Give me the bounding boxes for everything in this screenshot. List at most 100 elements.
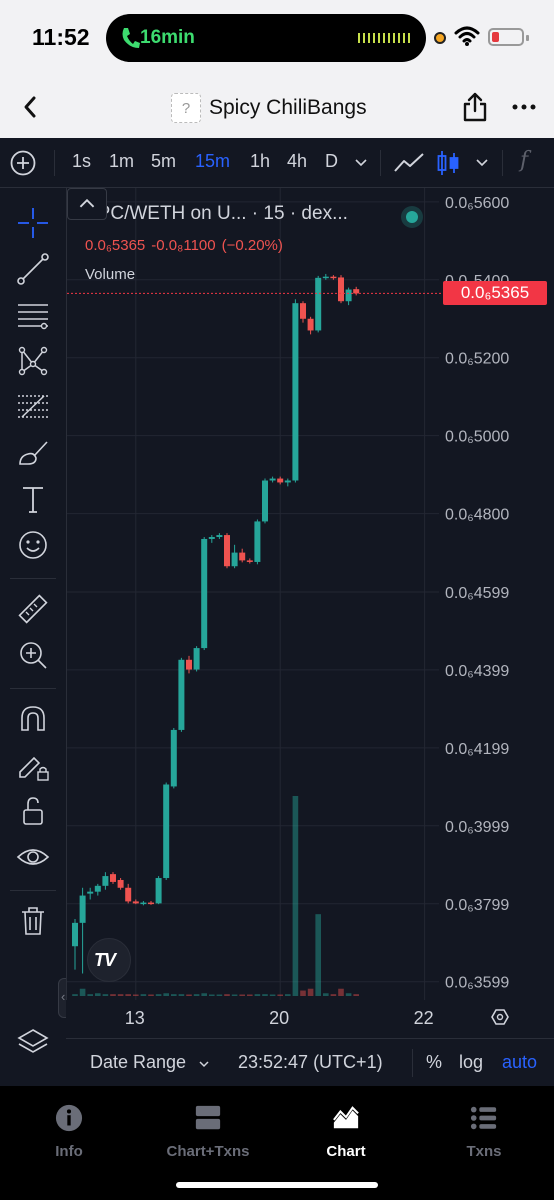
dynamic-island[interactable]: 16min bbox=[106, 14, 426, 62]
crosshair-icon[interactable] bbox=[14, 204, 52, 242]
eye-icon[interactable] bbox=[14, 838, 52, 876]
chart-settings-icon[interactable] bbox=[491, 1009, 509, 1025]
interval-1m[interactable]: 1m bbox=[109, 151, 135, 171]
date-range-button[interactable]: Date Range bbox=[90, 1052, 187, 1072]
chevron-down-icon[interactable] bbox=[354, 156, 368, 170]
candlestick-icon[interactable] bbox=[436, 149, 460, 177]
chart-legend: SPC/WETH on U... · 15 · dex... 0.0₆5365-… bbox=[85, 203, 348, 283]
volume-bar bbox=[224, 994, 230, 996]
log-scale-toggle[interactable]: log bbox=[459, 1052, 484, 1072]
percent-scale-toggle[interactable]: % bbox=[426, 1052, 443, 1072]
chevron-down-icon[interactable] bbox=[475, 156, 489, 170]
chevron-down-icon[interactable] bbox=[198, 1058, 210, 1070]
candle-body bbox=[170, 729, 177, 787]
candle-body bbox=[140, 902, 147, 905]
zoom-in-icon[interactable] bbox=[14, 636, 52, 674]
emoji-icon[interactable] bbox=[14, 526, 52, 564]
interval-1h[interactable]: 1h bbox=[250, 151, 271, 171]
y-tick-label: 0.0₆4399 bbox=[445, 663, 509, 680]
volume-bar bbox=[125, 994, 131, 996]
area-chart-icon bbox=[333, 1106, 359, 1129]
candle-body bbox=[269, 478, 276, 481]
bar-divider bbox=[412, 1049, 413, 1077]
volume-bar bbox=[330, 994, 337, 996]
toolbar-divider bbox=[380, 150, 381, 176]
tool-divider bbox=[10, 890, 56, 891]
x-tick-label: 13 bbox=[125, 1008, 145, 1028]
legend-last-price: 0.0₆5365 bbox=[85, 237, 146, 254]
toolbar-divider bbox=[54, 150, 55, 176]
interval-4h[interactable]: 4h bbox=[287, 151, 308, 171]
tab-chart-txns-label: Chart+Txns bbox=[166, 1143, 250, 1160]
fx-icon[interactable]: f bbox=[520, 148, 529, 173]
magnet-icon[interactable] bbox=[14, 700, 52, 738]
trash-icon[interactable] bbox=[14, 902, 52, 940]
candle-body bbox=[315, 277, 322, 331]
layers-icon[interactable] bbox=[14, 1024, 52, 1062]
volume-bar bbox=[254, 994, 261, 996]
tab-info[interactable]: Info bbox=[44, 1104, 94, 1164]
legend-symbol[interactable]: SPC/WETH on U... · 15 · dex... bbox=[85, 203, 348, 224]
phone-icon bbox=[122, 28, 140, 48]
trend-line-icon[interactable] bbox=[14, 250, 52, 288]
auto-scale-toggle[interactable]: auto bbox=[502, 1052, 538, 1072]
share-icon[interactable] bbox=[462, 91, 488, 123]
volume-bar bbox=[102, 994, 109, 996]
y-tick-label: 0.0₆4199 bbox=[445, 741, 509, 758]
legend-price-row: 0.0₆5365 -0.0₈1100 (−0.20%) bbox=[85, 237, 348, 254]
collapse-legend-button[interactable] bbox=[67, 188, 107, 220]
candle-body bbox=[155, 878, 162, 904]
interval-1s[interactable]: 1s bbox=[72, 151, 92, 171]
legend-volume[interactable]: Volume bbox=[85, 266, 136, 283]
volume-bar bbox=[79, 988, 86, 996]
more-options-icon[interactable] bbox=[512, 95, 536, 119]
volume-bar bbox=[262, 994, 268, 996]
lock-drawing-icon[interactable] bbox=[14, 746, 52, 784]
tab-chart-txns[interactable]: Chart+Txns bbox=[160, 1104, 256, 1164]
ruler-icon[interactable] bbox=[14, 590, 52, 628]
tradingview-logo[interactable]: TV bbox=[87, 938, 131, 982]
volume-bar bbox=[292, 796, 299, 996]
call-duration: 16min bbox=[140, 27, 195, 48]
y-tick-label: 0.0₆5000 bbox=[445, 429, 509, 446]
live-status-icon bbox=[401, 206, 423, 228]
volume-bar bbox=[140, 994, 147, 996]
tab-chart-label: Chart bbox=[326, 1143, 366, 1160]
status-time: 11:52 bbox=[32, 24, 90, 50]
volume-bar bbox=[247, 994, 253, 996]
y-tick-label: 0.0₆4599 bbox=[445, 585, 509, 602]
chart-area[interactable]: 0.0₆56000.0₆54000.0₆52000.0₆50000.0₆4800… bbox=[66, 188, 554, 1000]
fib-icon[interactable] bbox=[14, 388, 52, 426]
volume-bar bbox=[239, 994, 245, 996]
interval-15m[interactable]: 15m bbox=[195, 151, 231, 171]
legend-change: -0.0₈1100 bbox=[151, 237, 216, 254]
page-title: Spicy ChiliBangs bbox=[209, 96, 367, 119]
line-chart-icon[interactable] bbox=[393, 151, 425, 175]
candle-body bbox=[338, 277, 344, 302]
volume-bar bbox=[231, 994, 238, 996]
tab-chart[interactable]: Chart bbox=[318, 1104, 374, 1164]
nav-bar: ? Spicy ChiliBangs bbox=[0, 78, 554, 138]
unlock-icon[interactable] bbox=[14, 792, 52, 830]
tab-txns[interactable]: Txns bbox=[460, 1104, 508, 1164]
candle-body bbox=[262, 480, 268, 522]
volume-bar bbox=[155, 994, 162, 996]
brush-icon[interactable] bbox=[14, 434, 52, 472]
chart-clock[interactable]: 23:52:47 (UTC+1) bbox=[238, 1052, 383, 1072]
interval-d[interactable]: D bbox=[325, 151, 338, 171]
volume-bar bbox=[216, 994, 223, 996]
interval-5m[interactable]: 5m bbox=[151, 151, 177, 171]
volume-bar bbox=[133, 994, 139, 996]
x-axis-svg: 13 20 22 bbox=[125, 1008, 509, 1028]
candlestick-chart[interactable]: 0.0₆56000.0₆54000.0₆52000.0₆50000.0₆4800… bbox=[67, 188, 554, 1000]
back-chevron-icon[interactable] bbox=[18, 92, 42, 122]
pattern-icon[interactable] bbox=[14, 342, 52, 380]
candle-body bbox=[345, 289, 352, 302]
text-icon[interactable] bbox=[14, 480, 52, 518]
candle-body bbox=[284, 480, 291, 483]
wifi-icon bbox=[454, 26, 480, 46]
token-placeholder-icon: ? bbox=[171, 93, 201, 123]
plus-circle-icon[interactable] bbox=[10, 150, 36, 176]
volume-bar bbox=[193, 994, 200, 996]
horizontal-lines-icon[interactable] bbox=[14, 296, 52, 334]
